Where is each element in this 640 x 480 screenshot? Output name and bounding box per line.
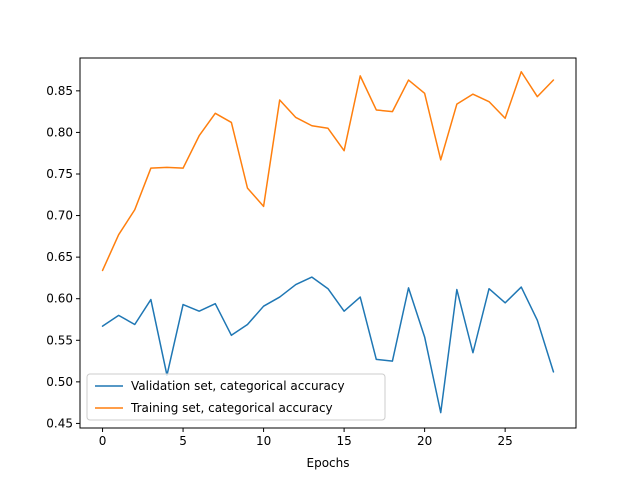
y-axis: 0.45 0.50 0.55 0.60 0.65 0.70 0.75 0.80 0.85: [46, 84, 80, 430]
y-tick-label: 0.70: [46, 209, 73, 223]
plot-frame: [79, 57, 577, 429]
x-tick-label: 10: [256, 434, 271, 448]
x-tick-label: 25: [498, 434, 513, 448]
y-tick-label: 0.65: [46, 250, 73, 264]
y-tick-label: 0.75: [46, 167, 73, 181]
x-tick-label: 5: [179, 434, 187, 448]
series-line-training: [101, 70, 555, 272]
legend-box: [86, 373, 386, 421]
y-tick-label: 0.80: [46, 125, 73, 139]
y-tick-label: 0.85: [46, 84, 73, 98]
y-tick-label: 0.45: [46, 416, 73, 430]
legend-label-validation: Validation set, categorical accuracy: [131, 379, 345, 393]
y-tick-label: 0.60: [46, 292, 73, 306]
legend-label-training: Training set, categorical accuracy: [130, 401, 333, 415]
x-tick-label: 15: [336, 434, 351, 448]
x-tick-label: 20: [417, 434, 432, 448]
y-tick-label: 0.55: [46, 333, 73, 347]
series-layer: [101, 70, 555, 414]
series-line-validation: [101, 276, 555, 414]
legend: Validation set, categorical accuracy Tra…: [86, 373, 386, 421]
y-tick-label: 0.50: [46, 375, 73, 389]
x-axis-label: Epochs: [307, 456, 350, 470]
x-axis: 0 5 10 15 20 25: [99, 428, 513, 448]
x-tick-label: 0: [99, 434, 107, 448]
